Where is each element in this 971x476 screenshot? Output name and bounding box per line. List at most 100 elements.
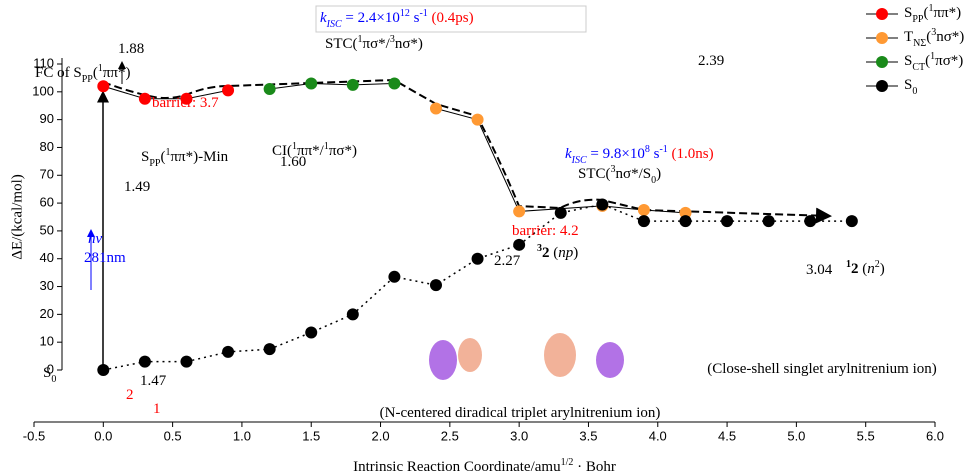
annotation-part: 2 bbox=[851, 261, 859, 277]
annotation-part: (1.0ns) bbox=[668, 146, 714, 162]
point bbox=[430, 279, 442, 291]
x-tick-label: 1.0 bbox=[233, 428, 251, 443]
annotation: FC of SPP(1ππ*) bbox=[35, 63, 130, 85]
legend-label-part: nσ*) bbox=[936, 29, 964, 45]
annotation-part: S bbox=[43, 365, 51, 381]
legend-marker bbox=[876, 80, 888, 92]
annotation: barrier: 4.2 bbox=[512, 223, 579, 239]
legend-label: SPP(1ππ*) bbox=[904, 3, 961, 25]
annotation-part: πσ*) bbox=[329, 143, 357, 159]
x-axis-label-part: Intrinsic Reaction Coordinate/amu bbox=[353, 459, 561, 475]
x-tick-label: -0.5 bbox=[23, 428, 45, 443]
point bbox=[97, 80, 109, 92]
point bbox=[305, 326, 317, 338]
point bbox=[180, 356, 192, 368]
x-tick-label: 4.0 bbox=[649, 428, 667, 443]
legend-label-part: 0 bbox=[912, 86, 917, 97]
legend-marker bbox=[876, 56, 888, 68]
point bbox=[388, 271, 400, 283]
legend-label-part: T bbox=[904, 29, 913, 45]
point bbox=[222, 84, 234, 96]
annotation-part: -1 bbox=[659, 144, 667, 155]
annotation-part: 2 bbox=[542, 245, 550, 261]
annotation-part: (Close-shell singlet arylnitrenium ion) bbox=[707, 361, 937, 377]
annotation-part: PP bbox=[82, 74, 94, 85]
annotation: (N-centered diradical triplet arylnitren… bbox=[380, 405, 661, 421]
point bbox=[846, 215, 858, 227]
chart: 0102030405060708090100110-0.50.00.51.01.… bbox=[0, 0, 971, 476]
x-tick-label: 5.5 bbox=[857, 428, 875, 443]
annotation-part: 2 bbox=[126, 387, 134, 403]
legend-label-part: ππ*) bbox=[933, 5, 961, 21]
x-tick-label: 2.5 bbox=[441, 428, 459, 443]
annotation-part: ISC bbox=[326, 19, 342, 30]
annotation-part: ππ*) bbox=[103, 65, 131, 81]
annotation: 281nm bbox=[84, 250, 126, 266]
annotation: 2.39 bbox=[698, 53, 724, 69]
point bbox=[638, 204, 650, 216]
legend-label-part: S bbox=[904, 5, 912, 21]
annotation: 1.49 bbox=[124, 179, 150, 195]
point bbox=[804, 215, 816, 227]
series-line bbox=[436, 109, 686, 213]
x-tick-label: 0.0 bbox=[94, 428, 112, 443]
annotation: SPP(1ππ*)-Min bbox=[141, 147, 229, 169]
annotation-part: 1.49 bbox=[124, 179, 150, 195]
annotation-part: ) bbox=[880, 261, 885, 277]
x-tick-label: 1.5 bbox=[302, 428, 320, 443]
annotation: 1.88 bbox=[118, 41, 144, 57]
point bbox=[97, 364, 109, 376]
point bbox=[513, 239, 525, 251]
annotation: 1.60 bbox=[280, 154, 306, 170]
x-axis-label: Intrinsic Reaction Coordinate/amu1/2 · B… bbox=[353, 457, 616, 476]
point bbox=[305, 77, 317, 89]
point bbox=[596, 198, 608, 210]
annotation: STC(3nσ*/S0) bbox=[578, 164, 661, 186]
x-axis-label-part: 1/2 bbox=[561, 457, 574, 468]
y-tick-label: 20 bbox=[40, 306, 54, 321]
legend-marker bbox=[876, 32, 888, 44]
legend-label-part: NΣ bbox=[913, 38, 926, 49]
annotation: (Close-shell singlet arylnitrenium ion) bbox=[707, 361, 937, 377]
legend-label-part: S bbox=[904, 77, 912, 93]
annotation: 3.04 bbox=[806, 262, 833, 278]
x-axis-label-part: · Bohr bbox=[573, 459, 616, 475]
series-line bbox=[270, 83, 395, 89]
annotation: 2 bbox=[126, 387, 134, 403]
legend-label: SCT(1πσ*) bbox=[904, 51, 963, 73]
orbital-sketch bbox=[429, 333, 624, 380]
annotation-part: nσ*/S bbox=[616, 166, 652, 182]
annotation: 2.27 bbox=[494, 253, 521, 269]
annotation-part: ) bbox=[573, 245, 578, 261]
legend-label-part: PP bbox=[912, 14, 924, 25]
x-tick-label: 0.5 bbox=[164, 428, 182, 443]
x-tick-label: 3.0 bbox=[510, 428, 528, 443]
annotation-part: 2.39 bbox=[698, 53, 724, 69]
y-tick-label: 60 bbox=[40, 195, 54, 210]
annotation-part: ) bbox=[656, 166, 661, 182]
annotation: barrier: 3.7 bbox=[152, 95, 219, 111]
y-tick-label: 100 bbox=[32, 83, 54, 98]
annotation-part: (0.4ps) bbox=[428, 10, 474, 26]
annotation-part: s bbox=[410, 10, 420, 26]
point bbox=[347, 79, 359, 91]
point bbox=[763, 215, 775, 227]
point bbox=[472, 114, 484, 126]
annotation-part: 1.60 bbox=[280, 154, 306, 170]
point bbox=[139, 356, 151, 368]
legend-marker bbox=[876, 8, 888, 20]
annotation: 1.47 bbox=[140, 373, 167, 389]
annotation: 32 (np) bbox=[537, 243, 578, 262]
annotation-part: np bbox=[558, 245, 574, 261]
y-tick-label: 30 bbox=[40, 278, 54, 293]
annotation-part: ( bbox=[859, 261, 868, 277]
annotation-part: ππ*)-Min bbox=[170, 149, 228, 165]
annotation: S0 bbox=[43, 365, 56, 384]
annotation-part: barrier: 3.7 bbox=[152, 95, 219, 111]
point bbox=[721, 215, 733, 227]
annotation-part: = 9.8×10 bbox=[587, 146, 645, 162]
annotation-part: 1 bbox=[153, 401, 161, 417]
annotation-part: 1.88 bbox=[118, 41, 144, 57]
point bbox=[430, 103, 442, 115]
legend-label-part: πσ*) bbox=[935, 53, 963, 69]
